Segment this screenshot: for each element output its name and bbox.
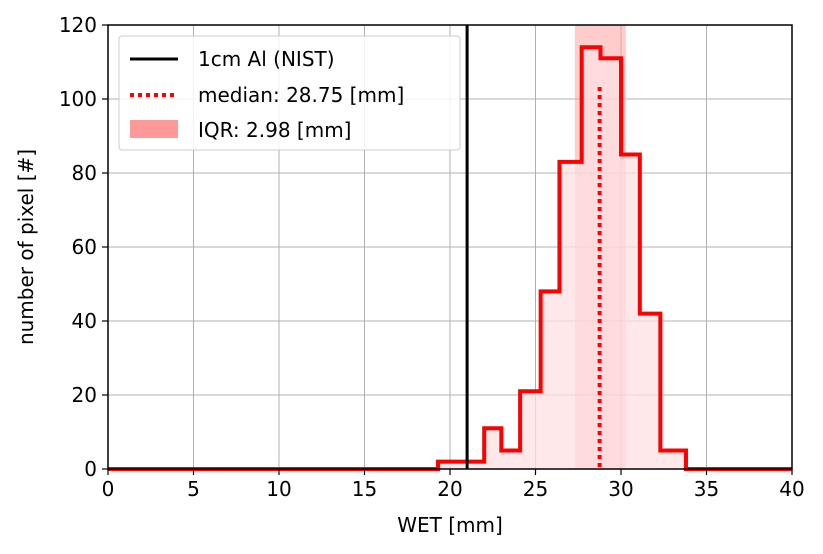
histogram-bar [660, 450, 686, 469]
grid-lines [107, 24, 793, 470]
histogram-bar [600, 58, 621, 470]
x-tick-label: 5 [187, 477, 200, 501]
histogram-bar [540, 291, 560, 469]
x-tick-label: 30 [608, 477, 633, 501]
x-tick-label: 10 [266, 477, 291, 501]
histogram-bar [639, 313, 661, 469]
x-tick-label: 25 [523, 477, 548, 501]
histogram-bar [484, 428, 502, 469]
histogram-bar [501, 450, 521, 469]
y-tick-label: 80 [72, 161, 97, 185]
axis-ticks: 0 5 10 15 20 25 30 35 40 0 20 40 60 80 100 120 [59, 13, 805, 501]
y-axis-label: number of pixel [#] [14, 149, 38, 345]
x-tick-label: 20 [437, 477, 462, 501]
legend: 1cm Al (NIST) median: 28.75 [mm] IQR: 2.… [118, 35, 461, 151]
reference-lines-layer [465, 25, 602, 469]
histogram-layer [108, 45, 792, 471]
x-tick-label: 35 [694, 477, 719, 501]
histogram-bar [559, 161, 582, 469]
y-tick-label: 120 [59, 13, 97, 37]
x-axis-label: WET [mm] [397, 513, 503, 537]
histogram-bar [520, 391, 541, 469]
legend-entry-nist: 1cm Al (NIST) [198, 47, 335, 71]
histogram-outline [108, 45, 792, 471]
y-tick-label: 60 [72, 235, 97, 259]
histogram-bar [438, 461, 469, 469]
x-tick-label: 40 [779, 477, 804, 501]
legend-box [118, 35, 461, 151]
y-tick-label: 0 [84, 457, 97, 481]
legend-entry-median: median: 28.75 [mm] [198, 83, 404, 107]
histogram-bar [581, 47, 601, 469]
legend-entry-iqr: IQR: 2.98 [mm] [198, 118, 351, 142]
histogram-bar [621, 154, 640, 469]
x-tick-label: 15 [352, 477, 377, 501]
histogram-bar [468, 461, 485, 469]
legend-swatch-iqr [130, 120, 178, 138]
x-tick-label: 0 [102, 477, 115, 501]
y-tick-label: 40 [72, 309, 97, 333]
y-tick-label: 20 [72, 383, 97, 407]
y-tick-label: 100 [59, 87, 97, 111]
